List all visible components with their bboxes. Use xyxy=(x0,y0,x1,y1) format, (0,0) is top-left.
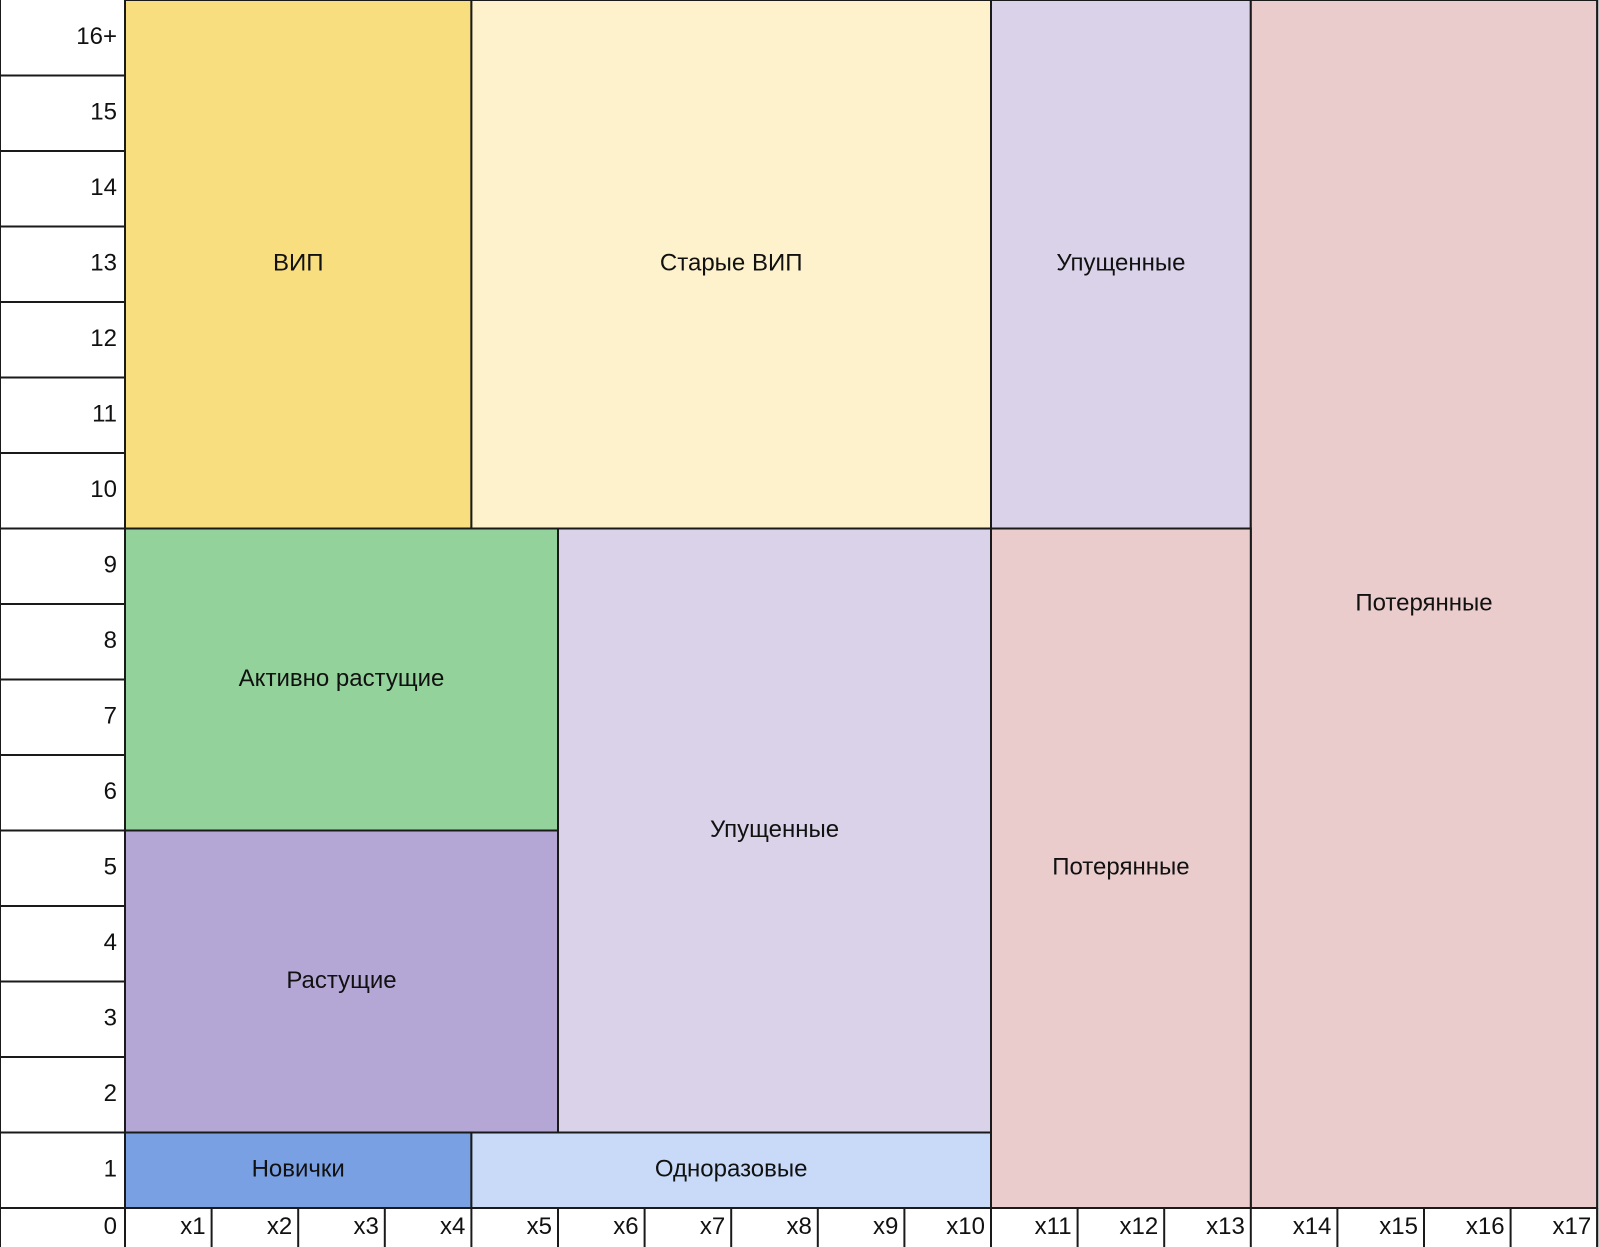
segment-label-3: Упущенные xyxy=(1056,250,1185,277)
y-axis-tick-label: 10 xyxy=(90,476,117,503)
segment-5 xyxy=(124,527,559,832)
x-axis-tick-label: x9 xyxy=(873,1213,898,1240)
y-axis-tick-label: 9 xyxy=(104,552,117,579)
y-axis-tick-label: 7 xyxy=(104,703,117,730)
y-axis-tick-label: 15 xyxy=(90,99,117,126)
x-axis-tick-label: x10 xyxy=(946,1213,985,1240)
segment-2 xyxy=(470,0,992,530)
segment-label-1: ВИП xyxy=(273,250,324,277)
x-axis-tick-label: x11 xyxy=(1035,1213,1072,1240)
y-axis-tick-label: 11 xyxy=(92,401,117,428)
segments-layer xyxy=(124,0,1599,1209)
y-axis-tick-label: 3 xyxy=(104,1005,117,1032)
y-axis-tick-label: 0 xyxy=(104,1213,117,1240)
y-axis-tick-label: 1 xyxy=(104,1156,117,1183)
x-axis-tick-label: x1 xyxy=(180,1213,205,1240)
x-axis-tick-label: x16 xyxy=(1466,1213,1505,1240)
segment-label-8: Растущие xyxy=(286,967,396,994)
segment-label-6: Упущенные xyxy=(710,816,839,843)
y-axis-tick-label: 14 xyxy=(90,174,117,201)
x-axis-tick-label: x15 xyxy=(1379,1213,1418,1240)
x-axis-tick-label: x17 xyxy=(1552,1213,1591,1240)
x-axis-tick-label: x6 xyxy=(613,1213,638,1240)
y-axis-tick-label: 13 xyxy=(90,250,117,277)
segment-10 xyxy=(470,1131,992,1209)
segment-4 xyxy=(1249,0,1599,1209)
y-axis-tick-label: 16+ xyxy=(76,23,117,50)
segment-8 xyxy=(124,829,559,1134)
y-axis-tick-label: 2 xyxy=(104,1080,117,1107)
segment-label-7: Потерянные xyxy=(1052,854,1189,881)
y-axis-tick-label: 12 xyxy=(90,325,117,352)
segment-label-10: Одноразовые xyxy=(655,1156,808,1183)
y-axis-tick-label: 8 xyxy=(104,627,117,654)
x-axis-tick-label: x4 xyxy=(440,1213,465,1240)
segment-7 xyxy=(990,527,1252,1209)
segment-label-5: Активно растущие xyxy=(239,665,445,692)
y-axis-tick-label: 4 xyxy=(104,929,117,956)
segment-label-2: Старые ВИП xyxy=(660,250,803,277)
y-axis-tick-label: 6 xyxy=(104,778,117,805)
x-axis-tick-label: x12 xyxy=(1119,1213,1158,1240)
x-axis-tick-label: x8 xyxy=(786,1213,811,1240)
x-axis-tick-label: x3 xyxy=(353,1213,378,1240)
x-axis-tick-label: x5 xyxy=(527,1213,552,1240)
y-axis-tick-label: 5 xyxy=(104,854,117,881)
x-axis-tick-label: x7 xyxy=(700,1213,725,1240)
segment-label-9: Новички xyxy=(252,1156,345,1183)
x-axis-tick-label: x2 xyxy=(267,1213,292,1240)
segment-label-4: Потерянные xyxy=(1355,589,1492,616)
segment-labels: ВИП Старые ВИП Упущенные Потерянные Активно … xyxy=(239,250,1493,1183)
x-axis-tick-label: x13 xyxy=(1206,1213,1245,1240)
segment-1 xyxy=(124,0,473,530)
x-axis-tick-label: x14 xyxy=(1293,1213,1332,1240)
segment-3 xyxy=(990,0,1252,530)
